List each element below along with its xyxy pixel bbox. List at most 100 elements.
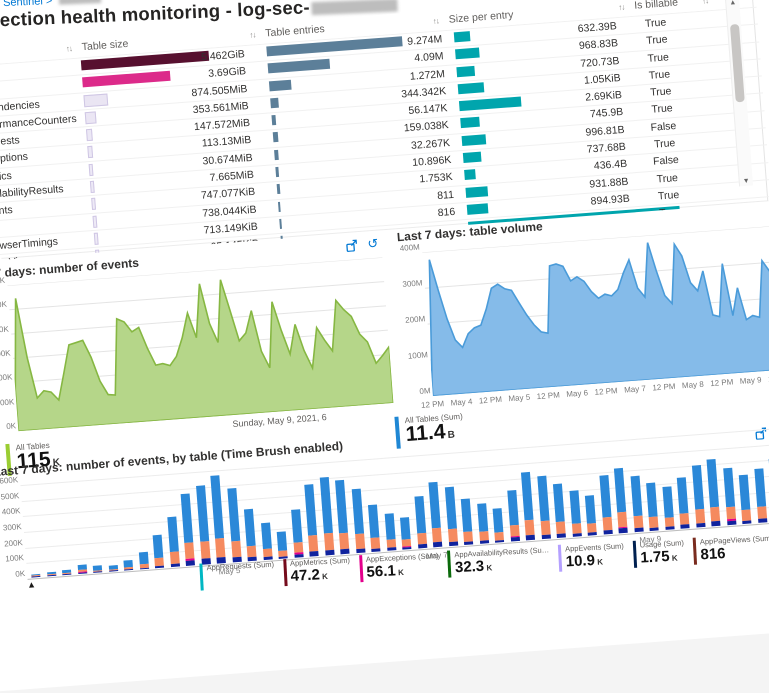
stacked-bar bbox=[123, 560, 133, 570]
bar-segment-navy bbox=[634, 528, 643, 533]
bar-segment-navy bbox=[711, 521, 720, 526]
y-axis-tick: 0K bbox=[6, 421, 16, 431]
stacked-bar bbox=[181, 493, 195, 566]
bar-segment-navy bbox=[541, 534, 550, 539]
bar-segment-navy bbox=[680, 525, 689, 529]
bar-segment-navy bbox=[325, 549, 334, 555]
bar-segment-blue bbox=[707, 459, 720, 507]
scroll-down-icon[interactable]: ▼ bbox=[740, 177, 753, 185]
stacked-bar bbox=[521, 472, 535, 541]
bar-segment-salmon bbox=[556, 522, 566, 535]
bar-segment-navy bbox=[448, 541, 457, 546]
legend-item[interactable]: AppRequests (Sum) bbox=[199, 560, 275, 591]
stacked-bar bbox=[707, 459, 721, 526]
bar-segment-navy bbox=[557, 534, 566, 538]
export-icon[interactable] bbox=[345, 239, 358, 252]
legend-unit: K bbox=[484, 563, 492, 572]
bar-segment-salmon bbox=[231, 541, 241, 558]
bar-segment-salmon bbox=[726, 506, 736, 519]
column-header-table-entries[interactable]: Table entries bbox=[265, 23, 325, 39]
column-header-size-per-entry[interactable]: Size per entry bbox=[448, 9, 513, 26]
legend-item[interactable]: AppAvailabilityResults (Su…32.3 K bbox=[447, 545, 550, 577]
sort-icon[interactable]: ↑↓ bbox=[432, 14, 439, 26]
bar-segment-navy bbox=[727, 521, 736, 526]
bar-segment-navy bbox=[155, 565, 164, 568]
bar-segment-blue bbox=[444, 487, 456, 529]
bar-segment-blue bbox=[291, 510, 302, 543]
events-area-chart[interactable] bbox=[7, 257, 393, 431]
bar-segment-salmon bbox=[540, 520, 550, 535]
bar-segment-navy bbox=[371, 548, 380, 552]
stacked-bar bbox=[507, 490, 520, 541]
stacked-bar bbox=[428, 482, 442, 547]
bar-segment-salmon bbox=[200, 541, 210, 559]
entries-bar bbox=[271, 115, 276, 125]
bar-segment-blue bbox=[138, 552, 148, 565]
bar-segment-blue bbox=[304, 484, 317, 536]
legend-item[interactable]: AppPageViews (Sum)816 bbox=[693, 534, 769, 565]
bar-segment-salmon bbox=[432, 528, 442, 543]
legend-item[interactable]: AppEvents (Sum)10.9 K bbox=[558, 541, 625, 571]
bar-segment-navy bbox=[696, 523, 705, 528]
stacked-bar bbox=[93, 565, 102, 572]
size-per-entry-bar bbox=[465, 186, 488, 198]
bar-segment-salmon bbox=[617, 512, 627, 527]
size-bar bbox=[85, 111, 97, 124]
legend-unit: K bbox=[669, 554, 677, 563]
bar-segment-blue bbox=[723, 468, 735, 507]
entries-bar bbox=[269, 79, 292, 91]
column-header-table-size[interactable]: Table size bbox=[81, 38, 128, 53]
bar-segment-blue bbox=[630, 476, 642, 516]
entries-bar bbox=[277, 184, 281, 194]
bar-segment-blue bbox=[569, 490, 580, 523]
column-header-is-billable[interactable]: Is billable bbox=[634, 0, 679, 12]
size-bar bbox=[83, 93, 108, 107]
y-axis-tick: 0M bbox=[419, 386, 431, 396]
stacked-bar bbox=[414, 496, 427, 548]
y-axis-tick: 500K bbox=[0, 491, 19, 501]
legend-value: 56.1 bbox=[366, 562, 396, 581]
volume-area-chart[interactable] bbox=[422, 224, 769, 396]
sort-icon[interactable]: ↑↓ bbox=[249, 28, 256, 40]
bar-segment-salmon bbox=[323, 532, 333, 550]
y-axis-tick: 200M bbox=[405, 314, 426, 324]
bar-segment-salmon bbox=[370, 538, 380, 549]
bar-segment-salmon bbox=[710, 507, 720, 522]
stacked-bar bbox=[244, 509, 257, 561]
undo-icon[interactable]: ↺ bbox=[367, 236, 379, 253]
events-x-axis-label: Sunday, May 9, 2021, 6 bbox=[232, 412, 327, 429]
stacked-bar bbox=[614, 468, 628, 533]
size-bar bbox=[87, 146, 93, 158]
legend-item[interactable]: AppExceptions (Sum)56.1 K bbox=[359, 551, 440, 582]
bar-segment-navy bbox=[309, 551, 318, 557]
bar-segment-navy bbox=[742, 520, 751, 524]
sort-icon[interactable]: ↑↓ bbox=[65, 42, 72, 54]
stacked-bar bbox=[196, 485, 211, 565]
legend-color-bar bbox=[359, 555, 363, 582]
y-axis-tick: 600K bbox=[0, 276, 5, 286]
bar-segment-navy bbox=[356, 548, 365, 553]
stacked-bar bbox=[351, 488, 365, 553]
bar-segment-blue bbox=[614, 468, 626, 513]
bar-segment-blue bbox=[521, 472, 534, 521]
stacked-bar bbox=[400, 517, 411, 550]
sort-icon[interactable]: ↑↓ bbox=[618, 1, 625, 13]
y-axis-tick: 100K bbox=[0, 397, 15, 407]
stacked-bar bbox=[537, 475, 551, 539]
y-axis-tick: 0K bbox=[15, 569, 25, 579]
sort-icon[interactable]: ↑↓ bbox=[702, 0, 709, 7]
y-axis-tick: 400M bbox=[399, 243, 420, 253]
stacked-bar bbox=[77, 564, 87, 574]
legend-item[interactable]: AppMetrics (Sum)47.2 K bbox=[283, 556, 351, 586]
size-bar bbox=[86, 129, 93, 141]
scroll-up-icon[interactable]: ▲ bbox=[726, 0, 739, 7]
stacked-bar bbox=[210, 475, 226, 563]
stacked-bar bbox=[691, 465, 705, 527]
legend-color-bar bbox=[283, 559, 287, 586]
bar-segment-blue bbox=[414, 496, 426, 533]
bar-segment-blue bbox=[384, 513, 395, 540]
bar-segment-navy bbox=[109, 570, 118, 572]
legend-item[interactable]: Usage (Sum)1.75 K bbox=[633, 538, 686, 568]
bar-segment-navy bbox=[93, 571, 102, 573]
